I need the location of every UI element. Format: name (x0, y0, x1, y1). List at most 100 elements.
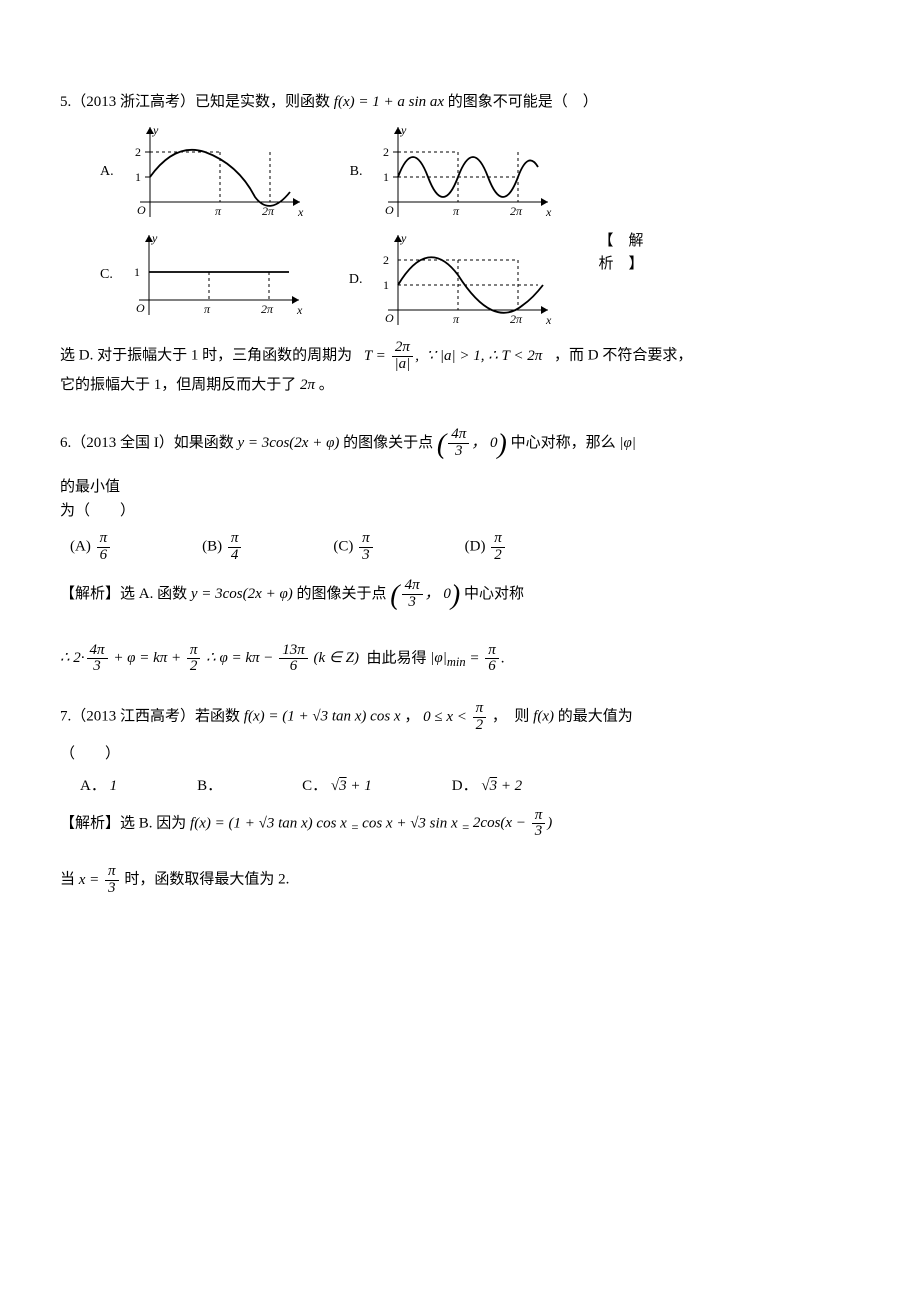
q5-sol-l2b: 2π (300, 377, 315, 393)
q5-sol-l2a: 它的振幅大于 1，但周期反而大于了 (60, 377, 296, 393)
q6-sol-line2: ∴ 2·4π3 + φ = kπ + π2 ∴ φ = kπ − 13π6 (k… (60, 650, 363, 666)
q7-end-den: 3 (532, 824, 546, 840)
q6-point-den: 3 (448, 444, 469, 460)
q5-stem: 5.（2013 浙江高考）已知是实数，则函数 f(x) = 1 + a sin … (60, 90, 860, 114)
q6-C-num: π (359, 531, 373, 548)
q5-graph-D: O y x 1 2 π 2π (368, 230, 558, 330)
svg-text:π: π (204, 302, 211, 316)
q6-sol-l2-d: (k ∈ Z) (313, 650, 359, 666)
q5-fig-C: C. O y x 1 π 2π (100, 230, 309, 320)
q6-C-den: 3 (359, 548, 373, 564)
q6-func: y = 3cos(2x + φ) (238, 435, 340, 451)
q5-sol-pre: 选 D. 对于振幅大于 1 时，三角函数的周期为 (60, 348, 352, 364)
q5-label-C: C. (100, 264, 113, 286)
q5-sol-formula: T = 2π|a|, ∵ |a| > 1, ∴ T < 2π (364, 348, 546, 364)
q7-choice-B: B． (197, 774, 222, 798)
q6-13pi-num: 13π (279, 643, 308, 660)
svg-text:x: x (545, 313, 552, 327)
q6-sol-l2-f: |φ|min (430, 650, 465, 666)
q7-range-num: π (473, 701, 487, 718)
svg-text:π: π (215, 204, 222, 218)
q7-D-val: √3 + 2 (481, 778, 522, 794)
q5-fig-B: B. O y x 1 2 π 2π (350, 122, 559, 222)
q5-fig-row2: C. O y x 1 π 2π D. (100, 230, 860, 330)
q6-13pi-den: 6 (279, 659, 308, 675)
q5-stem-prefix: 5.（2013 浙江高考）已知是实数，则函数 (60, 94, 330, 110)
q6-pi2-num: π (187, 643, 201, 660)
q6-sol-point-den: 3 (402, 595, 423, 611)
q6-stem-suffix: 中心对称，那么 (511, 435, 616, 451)
q6-point-num: 4π (448, 427, 469, 444)
svg-text:2π: 2π (510, 312, 523, 326)
q5-label-B: B. (350, 161, 363, 183)
svg-text:2π: 2π (261, 302, 274, 316)
q7-D-label: D． (452, 778, 478, 794)
q7-choice-C: C． √3 + 1 (302, 774, 372, 798)
svg-text:1: 1 (135, 170, 141, 184)
q6-sol-l2-g: = (469, 650, 483, 666)
svg-text:2: 2 (383, 253, 389, 267)
q6-stem-mid: 的图像关于点 (343, 435, 433, 451)
q7-sol-func: f(x) = (1 + √3 tan x) cos x (190, 815, 347, 831)
svg-text:2: 2 (135, 145, 141, 159)
q7-sol-end: 2cos(x − π3) (473, 815, 552, 831)
q6-sol-func: y = 3cos(2x + φ) (191, 586, 293, 602)
q6-pi6-den: 6 (485, 659, 499, 675)
q7-stem-suffix: 的最大值为 (558, 709, 633, 725)
svg-text:1: 1 (134, 265, 140, 279)
q7-sol2-x: x = π3 (79, 872, 125, 888)
q7-choice-D: D． √3 + 2 (452, 774, 522, 798)
q5-stem-suffix: 的图象不可能是（ ） (448, 94, 598, 110)
question-5: 5.（2013 浙江高考）已知是实数，则函数 f(x) = 1 + a sin … (60, 90, 860, 397)
question-6: 6.（2013 全国 I）如果函数 y = 3cos(2x + φ) 的图像关于… (60, 423, 860, 676)
q6-sol-l2-b: + φ = kπ + (110, 650, 185, 666)
q6-choices: (A) π6 (B) π4 (C) π3 (D) π2 (70, 531, 860, 564)
q5-fig-D: D. O y x 1 2 π 2π (349, 230, 559, 330)
q6-sol-l2-c: ∴ φ = kπ − (202, 650, 277, 666)
q7-range: 0 ≤ x < π2 (423, 709, 492, 725)
q7-stem: 7.（2013 江西高考）若函数 f(x) = (1 + √3 tan x) c… (60, 701, 860, 734)
svg-text:2: 2 (383, 145, 389, 159)
q6-solution: 【解析】选 A. 函数 y = 3cos(2x + φ) 的图像关于点 (4π3… (60, 574, 860, 675)
q6-point: (4π3， 0) (437, 435, 511, 451)
q6-choice-A: (A) π6 (70, 531, 112, 564)
svg-text:1: 1 (383, 170, 389, 184)
q7-A-label: A． (80, 778, 106, 794)
q5-graph-A: O y x 1 2 π 2π (120, 122, 310, 222)
q7-C-val: √3 + 1 (331, 778, 372, 794)
svg-text:O: O (137, 203, 146, 217)
svg-text:y: y (151, 231, 158, 245)
q7-range-a: 0 ≤ x < (423, 709, 471, 725)
q6-sol-mid: 的图像关于点 (297, 586, 387, 602)
q7-sol2-b: x = (79, 872, 103, 888)
q6-D-num: π (491, 531, 505, 548)
q6-C-label: (C) (333, 539, 353, 555)
q6-sol-point: (4π3， 0) (390, 586, 464, 602)
q7-A-val: 1 (110, 778, 118, 794)
q6-B-label: (B) (202, 539, 222, 555)
q5-side-note: 【 解 析 】 (598, 230, 658, 275)
q7-solution: 【解析】选 B. 因为 f(x) = (1 + √3 tan x) cos x … (60, 808, 860, 897)
q7-choice-A: A． 1 (80, 774, 117, 798)
q6-stem-prefix: 6.（2013 全国 I）如果函数 (60, 435, 234, 451)
q6-sol-point-num: 4π (402, 578, 423, 595)
svg-text:x: x (545, 205, 552, 219)
q6-min-sub: min (447, 655, 466, 669)
svg-text:y: y (400, 123, 407, 137)
q7-choices: A． 1 B． C． √3 + 1 D． √3 + 2 (80, 774, 860, 798)
q6-4pi3-num: 4π (87, 643, 108, 660)
svg-text:y: y (400, 231, 407, 245)
q7-sol2-den: 3 (105, 881, 119, 897)
q6-sol-point-y: 0 (443, 586, 451, 602)
q7-sol-prefix: 【解析】选 B. 因为 (60, 815, 186, 831)
q7-sol2-c: 时，函数取得最大值为 2. (124, 872, 289, 888)
q5-label-A: A. (100, 161, 114, 183)
question-7: 7.（2013 江西高考）若函数 f(x) = (1 + √3 tan x) c… (60, 701, 860, 897)
svg-text:O: O (385, 203, 394, 217)
q6-pi6-num: π (485, 643, 499, 660)
q6-B-num: π (228, 531, 242, 548)
q6-A-den: 6 (97, 548, 111, 564)
q6-pi2-den: 2 (187, 659, 201, 675)
q7-stem-mid: ， (404, 709, 419, 725)
q7-sol2-num: π (105, 864, 119, 881)
